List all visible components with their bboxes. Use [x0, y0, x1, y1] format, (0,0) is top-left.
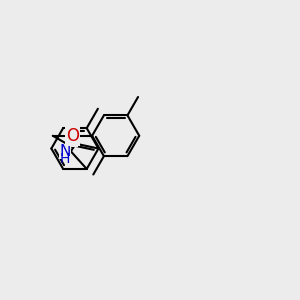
Text: N: N [67, 132, 78, 147]
Text: O: O [66, 127, 79, 145]
Text: N: N [59, 144, 71, 159]
Text: H: H [60, 152, 70, 166]
